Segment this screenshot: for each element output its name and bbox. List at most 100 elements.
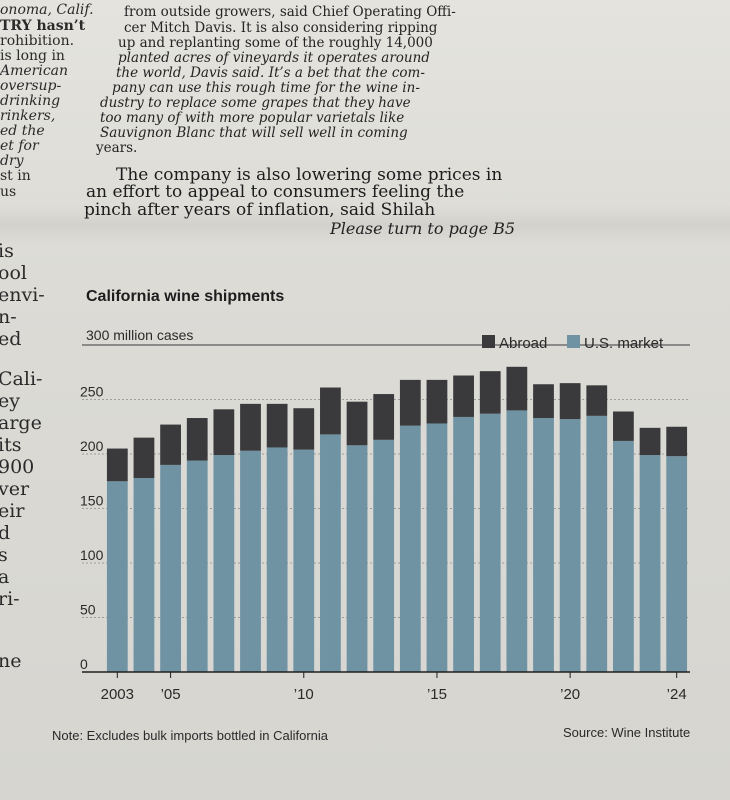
- bar-abroad: [373, 394, 395, 440]
- article-line: planted acres of vineyards it operates a…: [118, 50, 430, 66]
- article-line: from outside growers, said Chief Operati…: [124, 4, 456, 20]
- x-tick-label: ’20: [560, 686, 580, 703]
- bar-us-market: [186, 460, 208, 672]
- bar-abroad: [666, 426, 688, 457]
- article-line: pany can use this rough time for the win…: [112, 80, 420, 96]
- bar-abroad: [586, 385, 608, 416]
- bar-us-market: [639, 455, 661, 672]
- bar-abroad: [320, 387, 341, 435]
- article-line: up and replanting some of the roughly 14…: [118, 35, 433, 51]
- continuation-line: Please turn to page B5: [330, 219, 516, 238]
- x-tick-label: ’15: [427, 686, 447, 703]
- column-fragment: is long in: [0, 48, 65, 64]
- y-tick-label: 250: [80, 384, 104, 400]
- legend-label-us-market: U.S. market: [584, 335, 664, 352]
- bar-abroad: [453, 375, 474, 417]
- bar-us-market: [586, 415, 608, 672]
- bar-us-market: [506, 410, 528, 672]
- bar-us-market: [160, 464, 181, 672]
- column-fragment: ool: [0, 262, 27, 284]
- x-tick-label: 2003: [101, 686, 134, 703]
- column-fragment: n-: [0, 306, 17, 328]
- article-line: an effort to appeal to consumers feeling…: [86, 182, 465, 202]
- column-fragment: ed the: [0, 123, 45, 139]
- y-tick-label: 50: [80, 602, 96, 618]
- article-line: The company is also lowering some prices…: [116, 165, 503, 185]
- bar-abroad: [533, 384, 554, 419]
- bar-us-market: [240, 450, 261, 672]
- bar-abroad: [240, 403, 261, 451]
- article-line: pinch after years of inflation, said Shi…: [84, 200, 436, 220]
- column-fragment: its: [0, 434, 22, 456]
- legend-swatch-abroad: [482, 335, 495, 348]
- column-fragment: rinkers,: [0, 108, 56, 124]
- y-tick-label: 100: [80, 547, 104, 563]
- bar-abroad: [293, 408, 315, 450]
- bar-us-market: [346, 445, 368, 672]
- y-tick-label: 150: [80, 493, 104, 509]
- column-fragment: envi-: [0, 284, 45, 306]
- y-tick-label: 0: [80, 656, 88, 672]
- column-fragment: st in: [0, 168, 31, 184]
- column-fragment: 900: [0, 456, 35, 478]
- column-fragment: d: [0, 522, 11, 544]
- bar-us-market: [399, 425, 421, 672]
- bar-us-market: [373, 439, 395, 672]
- column-fragment: TRY hasn’t: [0, 18, 86, 34]
- chart-note: Note: Excludes bulk imports bottled in C…: [52, 728, 329, 743]
- bar-us-market: [320, 434, 341, 672]
- x-tick-label: ’05: [161, 686, 181, 703]
- bar-us-market: [213, 455, 235, 672]
- column-fragment: arge: [0, 412, 42, 434]
- article-line: dustry to replace some grapes that they …: [100, 95, 411, 111]
- column-fragment: ver: [0, 478, 30, 500]
- bar-us-market: [106, 481, 128, 672]
- bar-us-market: [133, 477, 155, 672]
- chart-source: Source: Wine Institute: [563, 725, 691, 740]
- column-fragment: ne: [0, 650, 22, 672]
- column-fragment: onoma, Calif.: [0, 2, 94, 18]
- column-fragment: dry: [0, 153, 24, 169]
- bar-abroad: [186, 418, 208, 461]
- paper-fold-shadow: [0, 205, 730, 245]
- column-fragment: American: [0, 63, 69, 79]
- bar-abroad: [479, 371, 501, 414]
- y-axis-unit-label: 300 million cases: [86, 327, 193, 343]
- legend-label-abroad: Abroad: [499, 335, 547, 352]
- bar-us-market: [426, 423, 448, 672]
- column-fragment: eir: [0, 500, 25, 522]
- bar-abroad: [160, 424, 181, 465]
- bar-abroad: [346, 401, 368, 446]
- bar-us-market: [293, 449, 315, 672]
- bar-us-market: [559, 419, 581, 672]
- column-fragment: drinking: [0, 93, 61, 109]
- bar-abroad: [399, 379, 421, 426]
- column-fragment: is: [0, 240, 14, 262]
- column-fragment: ey: [0, 390, 20, 412]
- article-line: Sauvignon Blanc that will sell well in c…: [100, 125, 408, 141]
- bar-abroad: [133, 437, 155, 478]
- column-fragment: a: [0, 566, 10, 588]
- article-line: years.: [96, 140, 138, 156]
- column-fragment: us: [0, 184, 17, 200]
- legend-swatch-us-market: [567, 335, 580, 348]
- x-tick-label: ’24: [667, 686, 687, 703]
- column-fragment: Cali-: [0, 368, 43, 390]
- bar-us-market: [613, 440, 634, 672]
- article-line: too many of with more popular varietals …: [100, 110, 405, 126]
- column-fragment: s: [0, 544, 8, 566]
- y-tick-label: 200: [80, 438, 104, 454]
- bar-us-market: [533, 418, 554, 672]
- column-fragment: oversup-: [0, 78, 62, 94]
- bar-abroad: [426, 379, 448, 424]
- bar-abroad: [559, 383, 581, 420]
- article-line: cer Mitch Davis. It is also considering …: [124, 20, 438, 36]
- bar-abroad: [106, 448, 128, 482]
- bar-us-market: [453, 416, 474, 672]
- bar-us-market: [266, 447, 288, 672]
- article-line: the world, Davis said. It’s a bet that t…: [116, 65, 425, 81]
- column-fragment: et for: [0, 138, 39, 154]
- chart-title: California wine shipments: [86, 288, 285, 305]
- bar-abroad: [639, 427, 661, 456]
